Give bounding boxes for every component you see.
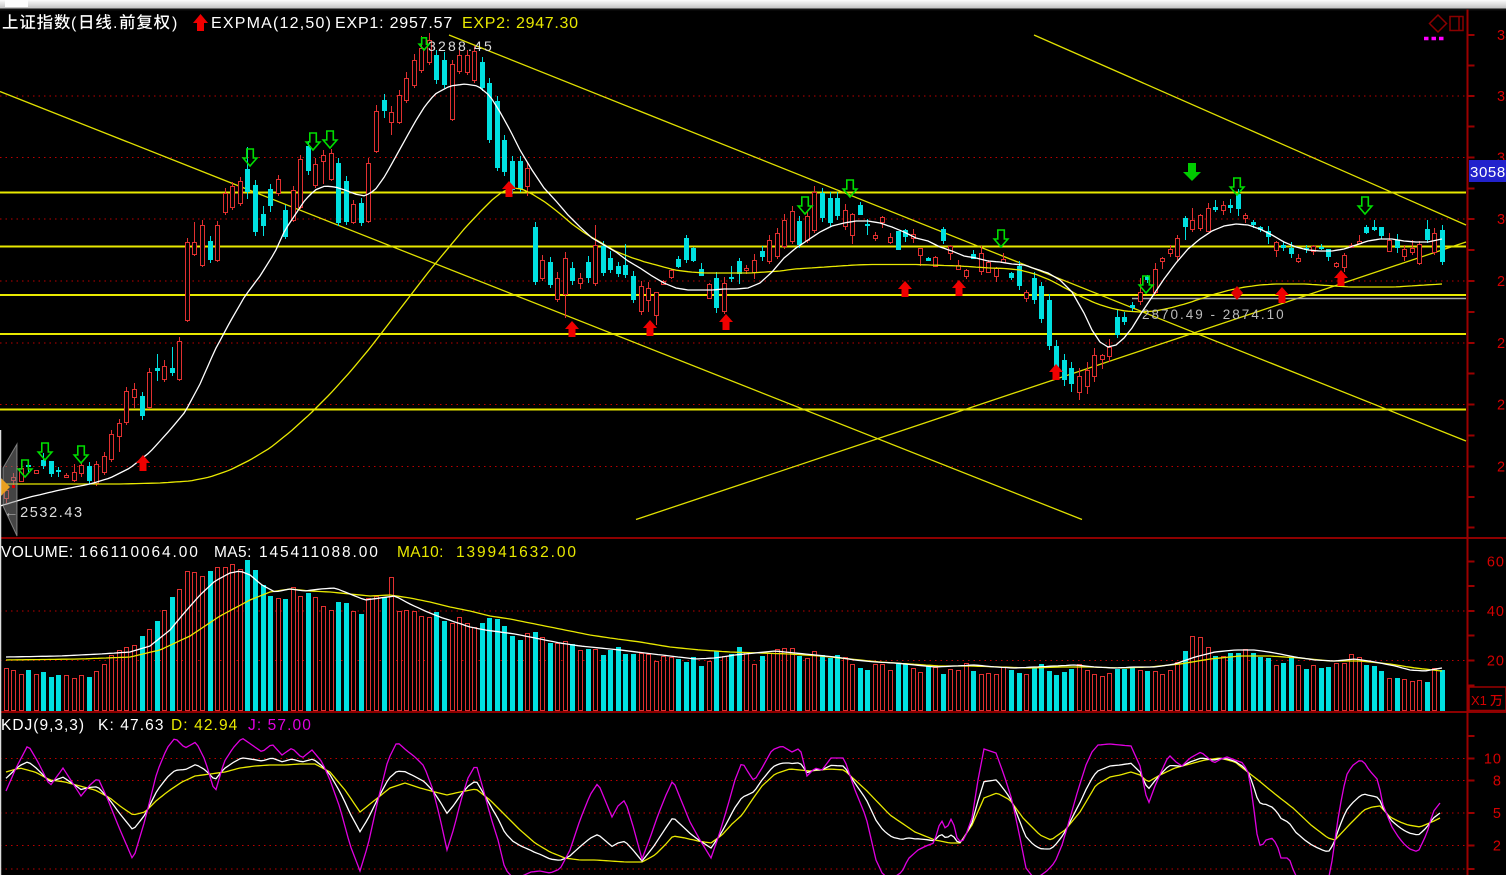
svg-text:VOLUME:: VOLUME: <box>1 544 74 561</box>
svg-text:KDJ(9,3,3): KDJ(9,3,3) <box>1 717 85 734</box>
svg-text:8: 8 <box>1493 774 1502 790</box>
svg-text:5: 5 <box>1493 806 1502 822</box>
svg-text:J: 57.00: J: 57.00 <box>248 717 312 734</box>
svg-text:D: 42.94: D: 42.94 <box>171 717 238 734</box>
svg-text:←2532.43: ←2532.43 <box>4 505 84 521</box>
svg-text:X1: X1 <box>1471 693 1487 708</box>
svg-text:29: 29 <box>1497 274 1506 290</box>
svg-text:30: 30 <box>1497 212 1506 228</box>
svg-text:3058: 3058 <box>1470 164 1506 181</box>
svg-text:2870.49 - 2874.10: 2870.49 - 2874.10 <box>1142 307 1286 322</box>
svg-text:139941632.00: 139941632.00 <box>456 544 578 561</box>
svg-text:(: ( <box>71 15 77 32</box>
svg-text:3288.45: 3288.45 <box>428 38 494 54</box>
svg-text:33: 33 <box>1497 28 1506 44</box>
svg-text:28: 28 <box>1497 336 1506 352</box>
svg-text:10: 10 <box>1484 752 1502 768</box>
svg-text:): ) <box>172 15 177 32</box>
svg-text:MA5:: MA5: <box>214 544 252 561</box>
svg-text:27: 27 <box>1497 398 1506 414</box>
svg-text:145411088.00: 145411088.00 <box>259 544 380 561</box>
svg-text:31: 31 <box>1497 151 1506 167</box>
svg-text:K: 47.63: K: 47.63 <box>98 717 165 734</box>
svg-text:EXP1: 2957.57: EXP1: 2957.57 <box>335 15 453 32</box>
svg-text:MA10:: MA10: <box>397 544 444 561</box>
svg-text:40: 40 <box>1487 604 1505 620</box>
svg-text:60: 60 <box>1487 555 1505 571</box>
svg-text:EXP2: 2947.30: EXP2: 2947.30 <box>462 15 579 32</box>
svg-text:32: 32 <box>1497 89 1506 105</box>
svg-text:EXPMA(12,50): EXPMA(12,50) <box>211 15 332 32</box>
svg-text:2: 2 <box>1493 839 1502 855</box>
svg-text:26: 26 <box>1497 460 1506 476</box>
svg-text:.: . <box>113 15 117 32</box>
svg-text:166110064.00: 166110064.00 <box>79 544 200 561</box>
svg-text:20: 20 <box>1487 654 1505 670</box>
